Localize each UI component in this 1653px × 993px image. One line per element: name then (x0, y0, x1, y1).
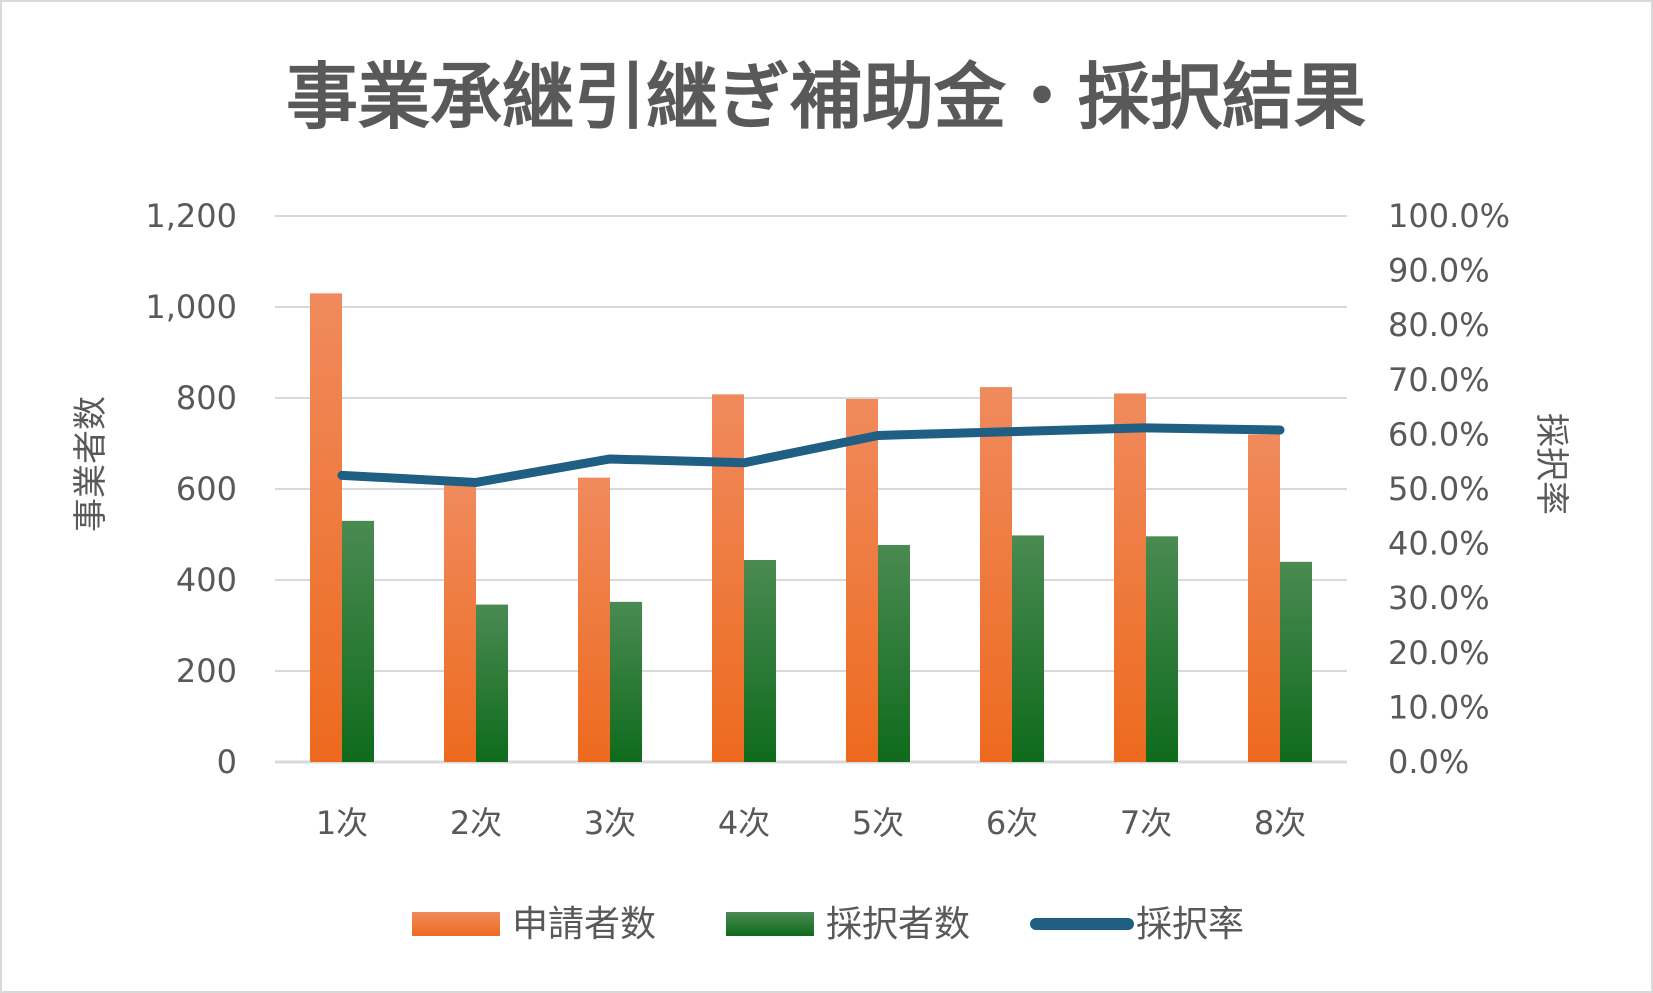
right-tick-label: 90.0% (1388, 252, 1490, 290)
right-tick-label: 0.0% (1388, 743, 1469, 781)
rate-point (877, 434, 879, 437)
left-tick-label: 400 (176, 561, 237, 599)
bar-applicants (1248, 434, 1280, 762)
bar-applicants (712, 394, 744, 762)
x-tick-label: 4次 (718, 804, 770, 842)
bar-applicants (846, 398, 878, 762)
right-tick-label: 50.0% (1388, 470, 1490, 508)
x-tick-label: 2次 (450, 804, 502, 842)
legend-label-applicants: 申請者数 (512, 904, 656, 945)
bar-adopted (610, 601, 642, 762)
left-tick-label: 200 (176, 652, 237, 690)
bar-adopted (1146, 536, 1178, 762)
bar-applicants (980, 387, 1012, 762)
bar-applicants (1114, 393, 1146, 762)
right-tick-label: 30.0% (1388, 579, 1490, 617)
rate-point (1011, 430, 1013, 433)
bar-adopted (744, 559, 776, 762)
chart-title: 事業承継引継ぎ補助金・採択結果 (286, 55, 1366, 139)
rate-point (743, 461, 745, 464)
right-tick-label: 60.0% (1388, 415, 1490, 453)
right-tick-label: 80.0% (1388, 306, 1490, 344)
bar-applicants (310, 293, 342, 762)
line-series (337, 423, 1285, 487)
bar-adopted (342, 520, 374, 762)
bar-applicants (444, 484, 476, 762)
rate-point (1279, 429, 1281, 432)
x-tick-label: 8次 (1254, 804, 1306, 842)
rate-point (609, 457, 611, 460)
legend-swatch-adopted (726, 912, 814, 936)
left-axis-ticks: 0 200 400 600 800 1,000 1,200 (145, 197, 237, 781)
right-tick-label: 100.0% (1388, 197, 1510, 235)
bar-adopted (1280, 561, 1312, 762)
rate-point (475, 481, 477, 484)
x-axis-ticks: 1次 2次 3次 4次 5次 6次 7次 8次 (316, 804, 1306, 842)
x-tick-label: 1次 (316, 804, 368, 842)
x-tick-label: 3次 (584, 804, 636, 842)
legend: 申請者数 採択者数 採択率 (412, 904, 1244, 945)
bar-adopted (476, 604, 508, 762)
legend-label-adopted: 採択者数 (826, 904, 970, 945)
right-tick-label: 70.0% (1388, 361, 1490, 399)
bar-adopted (1012, 535, 1044, 762)
left-tick-label: 0 (217, 743, 237, 781)
x-tick-label: 7次 (1120, 804, 1172, 842)
right-tick-label: 40.0% (1388, 525, 1490, 563)
x-tick-label: 6次 (986, 804, 1038, 842)
x-tick-label: 5次 (852, 804, 904, 842)
left-tick-label: 800 (176, 379, 237, 417)
left-tick-label: 1,000 (145, 288, 237, 326)
rate-line (337, 423, 1285, 487)
legend-swatch-applicants (412, 912, 500, 936)
grid-lines (275, 215, 1347, 764)
bar-series (310, 293, 1312, 762)
bar-applicants (578, 477, 610, 762)
bar-adopted (878, 544, 910, 762)
rate-point (341, 474, 343, 477)
right-tick-label: 20.0% (1388, 634, 1490, 672)
right-axis-ticks: 0.0% 10.0% 20.0% 30.0% 40.0% 50.0% 60.0% 70.0% 8… (1388, 197, 1510, 781)
left-tick-label: 600 (176, 470, 237, 508)
right-tick-label: 10.0% (1388, 688, 1490, 726)
left-axis-title: 事業者数 (71, 396, 111, 532)
legend-label-rate: 採択率 (1136, 904, 1244, 945)
rate-point (1145, 426, 1147, 429)
right-axis-title: 採択率 (1531, 413, 1571, 515)
left-tick-label: 1,200 (145, 197, 237, 235)
